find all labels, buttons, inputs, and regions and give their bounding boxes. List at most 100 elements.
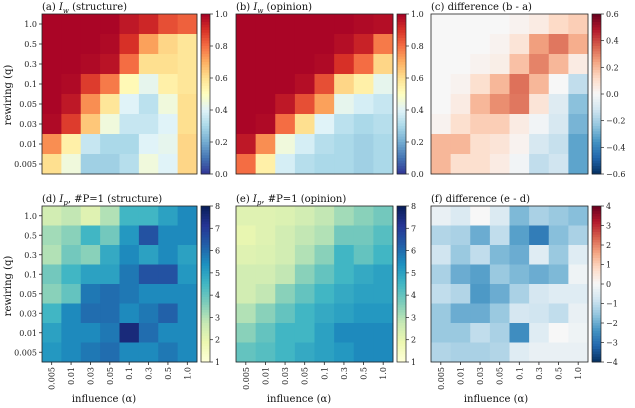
heatmap-cell	[236, 284, 257, 304]
heatmap-cell	[275, 74, 296, 95]
colorbar-segment	[397, 284, 406, 287]
colorbar-segment	[592, 297, 601, 300]
colorbar-segment	[592, 112, 601, 116]
heatmap-cell	[158, 14, 179, 35]
heatmap-cell	[119, 284, 140, 304]
x-tick-label: 0.005	[48, 367, 57, 390]
colorbar-segment	[397, 56, 406, 60]
colorbar-segment	[201, 99, 210, 103]
heatmap-cell	[373, 284, 394, 304]
colorbar-segment	[592, 237, 601, 241]
colorbar-segment	[592, 325, 601, 329]
colorbar-segment	[397, 211, 406, 215]
colorbar-segment	[592, 72, 601, 76]
colorbar-segment	[592, 123, 601, 127]
colorbar-segment	[592, 102, 601, 106]
colorbar-segment	[201, 166, 210, 170]
heatmap-cell	[353, 342, 374, 363]
colorbar-segment	[592, 307, 601, 311]
colorbar-segment	[201, 147, 210, 151]
heatmap-cell	[470, 284, 491, 304]
heatmap-cell	[61, 303, 82, 324]
heatmap-cell	[80, 225, 101, 246]
colorbar-tick-label: 0.0	[606, 90, 619, 99]
colorbar-segment	[201, 24, 210, 28]
colorbar-segment	[397, 286, 406, 290]
colorbar-segment	[201, 91, 210, 95]
colorbar-segment	[201, 152, 210, 156]
heatmap-cell	[119, 74, 140, 95]
colorbar-segment	[592, 310, 601, 313]
y-tick-label: 0.3	[24, 251, 37, 260]
colorbar-segment	[201, 216, 210, 220]
heatmap-cell	[138, 323, 159, 343]
heatmap-cell	[100, 14, 120, 35]
heatmap-cell	[509, 34, 530, 55]
colorbar-segment	[592, 128, 601, 132]
heatmap-cell	[334, 264, 355, 285]
colorbar-segment	[397, 336, 406, 339]
heatmap-cell	[548, 264, 569, 285]
colorbar-tick-label: −0.4	[606, 143, 625, 152]
heatmap-cell	[158, 94, 179, 115]
heatmap-cell	[314, 264, 335, 285]
heatmap-cell	[509, 225, 530, 246]
colorbar-tick-label: 4	[411, 291, 416, 300]
heatmap-cell	[236, 225, 257, 246]
colorbar-segment	[201, 333, 210, 337]
heatmap-cell	[509, 206, 530, 226]
colorbar-segment	[201, 126, 210, 130]
y-axis-label-bottom: rewiring (q)	[3, 256, 14, 317]
heatmap-cell	[509, 134, 530, 155]
heatmap-cell	[61, 342, 82, 363]
heatmap-cell	[548, 154, 569, 175]
colorbar-segment	[592, 56, 601, 60]
heatmap-cell	[450, 94, 471, 115]
heatmap-cell	[42, 225, 62, 246]
heatmap-cell	[158, 154, 179, 175]
colorbar-segment	[397, 118, 406, 122]
heatmap-cell	[529, 54, 550, 75]
heatmap-cell	[275, 94, 296, 115]
colorbar-segment	[397, 120, 406, 124]
colorbar-segment	[397, 208, 406, 212]
y-axis-label-top: rewiring (q)	[3, 65, 14, 126]
colorbar-segment	[201, 30, 210, 34]
heatmap-cell	[470, 206, 491, 226]
colorbar-segment	[397, 263, 406, 267]
panel-title: (f) difference (e - d)	[431, 194, 530, 205]
heatmap-cell	[236, 74, 257, 95]
colorbar-segment	[201, 317, 210, 321]
colorbar-frame	[200, 13, 211, 175]
colorbar-segment	[201, 255, 210, 259]
heatmap-cell	[61, 323, 82, 343]
colorbar-segment	[201, 102, 210, 106]
heatmap-cell	[548, 323, 569, 343]
colorbar-segment	[201, 211, 210, 215]
heatmap-cell	[119, 342, 140, 363]
heatmap-cell	[450, 206, 471, 226]
x-tick-label: 0.1	[320, 367, 329, 380]
heatmap-cell	[236, 264, 257, 285]
x-tick-label: 0.05	[301, 367, 310, 385]
colorbar-segment	[201, 206, 210, 209]
heatmap-cell	[275, 34, 296, 55]
heatmap-cell	[119, 245, 140, 265]
heatmap-cell	[373, 94, 394, 115]
colorbar-tick-label: 0.6	[411, 74, 424, 83]
colorbar-segment	[592, 144, 601, 148]
heatmap-panel-e: (e) Ip, #P=1 (opinion) 0.005 0.01 0.03 0.05 0…	[235, 194, 416, 390]
heatmap-cell	[450, 284, 471, 304]
colorbar-segment	[201, 88, 210, 92]
heatmap-cell	[529, 206, 550, 226]
heatmap-cell	[509, 245, 530, 265]
colorbar-tick-label: 0.2	[606, 63, 619, 72]
colorbar-segment	[592, 166, 601, 170]
heatmap-cell	[373, 342, 394, 363]
colorbar-segment	[397, 54, 406, 58]
colorbar-segment	[592, 32, 601, 36]
colorbar: 0.0 0.2 0.4 0.6 0.8 1.0	[396, 10, 424, 179]
colorbar-segment	[201, 112, 210, 116]
colorbar-segment	[201, 278, 210, 282]
colorbar-segment	[592, 276, 601, 280]
